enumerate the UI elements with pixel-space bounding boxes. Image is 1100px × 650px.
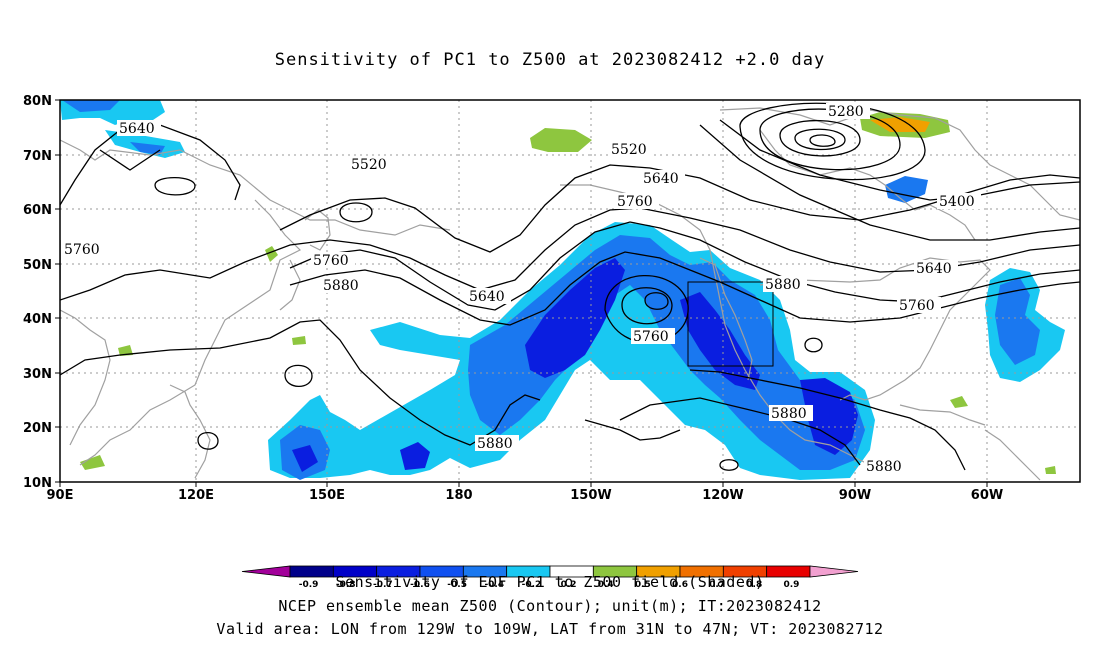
colorbar-label: 0.2 [561,580,577,590]
contour-label: 5640 [643,171,679,187]
contour-label: 5760 [899,298,935,314]
shade-blob [1045,466,1056,474]
footer-line-3: Valid area: LON from 129W to 109W, LAT f… [216,620,884,638]
lon-label: 90E [47,488,74,503]
lon-label: 150W [570,488,611,503]
lat-label: 80N [23,94,52,109]
lon-label: 60W [971,488,1003,503]
shade-blob [292,445,318,472]
contour-label: 5520 [351,157,387,173]
colorbar-label: -0.5 [447,580,467,590]
contour-label: 5520 [611,142,647,158]
shade-blob [870,117,930,132]
lat-axis-labels: 80N 70N 60N 50N 40N 30N 20N 10N [23,94,52,491]
lon-label: 120E [178,488,214,503]
shade-blob [950,396,968,408]
contour-label: 5640 [916,261,952,277]
contour-label: 5760 [313,253,349,269]
contour-label: 5760 [64,242,100,258]
colorbar-label: -0.6 [410,580,430,590]
colorbar-label: 0.8 [746,580,762,590]
map-frame [59,99,1081,483]
shaded-sensitivity [60,100,1065,480]
colorbar-label: -0.8 [336,580,356,590]
contour-label: 5880 [477,436,513,452]
colorbar-label: 0.9 [783,580,799,590]
shade-blob [885,176,928,203]
lon-label: 120W [702,488,743,503]
lon-axis-labels: 90E 120E 150E 180 150W 120W 90W 60W [47,488,1004,503]
colorbar-label: 0.7 [709,580,725,590]
contour-label: 5880 [323,278,359,294]
map-title: Sensitivity of PC1 to Z500 at 2023082412… [274,50,826,70]
lat-label: 50N [23,258,52,273]
shade-blob [80,455,105,470]
contour-label: 5280 [828,104,864,120]
contour-label: 5880 [765,277,801,293]
colorbar-label: -0.4 [484,580,504,590]
shade-blob [525,258,625,378]
contour-label: 5760 [633,329,669,345]
colorbar-label: -0.9 [299,580,319,590]
colorbar-cell [809,565,859,578]
lat-label: 20N [23,421,52,436]
lat-label: 10N [23,476,52,491]
lat-label: 30N [23,367,52,382]
shade-blob [400,442,430,470]
colorbar-label: -0.7 [373,580,393,590]
lon-label: 90W [839,488,871,503]
shade-blob [530,128,592,152]
lat-label: 70N [23,149,52,164]
contour-label: 5400 [939,194,975,210]
shade-blob [118,345,133,356]
contour-label: 5640 [119,121,155,137]
contour-label: 5640 [469,289,505,305]
shade-blob [62,100,120,112]
coastlines [60,107,1080,481]
contour-label: 5760 [617,194,653,210]
shade-blob [800,378,858,455]
colorbar: -0.9 -0.8 -0.7 -0.6 -0.5 -0.4 -0.2 0.2 0.4 0.5 0.6… [241,565,859,590]
colorbar-label: 0.4 [598,580,614,590]
lat-label: 40N [23,312,52,327]
shade-blob [265,246,278,262]
contour-labels: 5640 5520 5760 5760 5880 5640 5760 5520 … [62,103,981,475]
colorbar-label: 0.5 [635,580,651,590]
lat-label: 60N [23,203,52,218]
tick-marks [55,99,988,487]
lon-label: 180 [445,488,472,503]
footer-line-2: NCEP ensemble mean Z500 (Contour); unit(… [278,597,822,615]
colorbar-label: 0.6 [672,580,688,590]
shade-blob [292,336,306,345]
lon-label: 150E [309,488,345,503]
contour-label: 5880 [771,406,807,422]
gridlines [60,100,1080,482]
footer-line-1: Sensitivity of EOF PC1 to Z500 field (Sh… [335,573,765,591]
shade-blob [995,278,1040,365]
colorbar-label: -0.2 [522,580,542,590]
valid-area-box [687,281,774,367]
contour-label: 5880 [866,459,902,475]
